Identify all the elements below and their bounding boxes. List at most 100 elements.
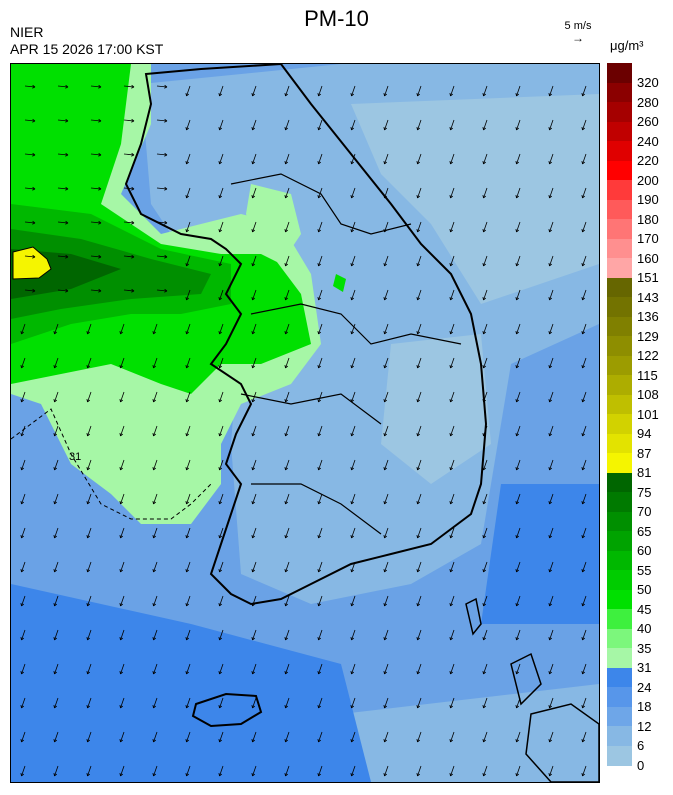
wind-arrow-head <box>152 534 157 539</box>
wind-arrow <box>120 731 125 743</box>
wind-arrow <box>120 595 125 607</box>
wind-arrow-head <box>383 432 388 437</box>
wind-arrow <box>153 629 158 641</box>
legend-swatch <box>607 472 632 493</box>
wind-arrow <box>417 119 422 131</box>
legend-swatch <box>607 160 632 181</box>
wind-arrow <box>21 391 26 403</box>
wind-arrow-head <box>383 92 388 97</box>
wind-arrow-head <box>581 704 586 709</box>
wind-arrow <box>186 459 191 471</box>
wind-arrow-head <box>86 466 91 471</box>
region-pale-blue-northeast <box>351 94 599 304</box>
wind-reference-arrow-icon: → <box>572 31 584 45</box>
wind-arrow-head <box>317 432 322 437</box>
wind-arrow <box>318 765 323 777</box>
wind-arrow <box>483 493 488 505</box>
wind-arrow <box>549 731 554 743</box>
wind-arrow-head <box>284 636 289 641</box>
wind-arrow-head <box>251 432 256 437</box>
wind-arrow-head <box>383 398 388 403</box>
wind-arrow-head <box>218 126 223 131</box>
legend-swatch <box>607 648 632 668</box>
wind-arrow <box>549 629 554 641</box>
wind-arrow-head <box>164 84 168 89</box>
wind-arrow-head <box>98 84 102 89</box>
wind-arrow-head <box>86 738 91 743</box>
wind-arrow <box>582 765 587 777</box>
wind-arrow-head <box>284 126 289 131</box>
wind-arrow <box>516 187 521 199</box>
wind-arrow <box>57 119 69 122</box>
wind-arrow-head <box>32 186 36 191</box>
wind-arrow <box>351 255 356 267</box>
wind-arrow-head <box>482 194 487 199</box>
wind-arrow <box>24 85 36 88</box>
wind-arrow-head <box>482 364 487 369</box>
wind-arrow-head <box>449 92 454 97</box>
legend-label: 50 <box>637 582 652 597</box>
wind-arrow-head <box>284 364 289 369</box>
wind-arrow <box>219 765 224 777</box>
wind-arrow-head <box>20 330 25 335</box>
wind-arrow <box>54 459 59 471</box>
wind-arrow-head <box>98 118 102 123</box>
wind-arrow-head <box>284 296 289 301</box>
wind-arrow-head <box>449 296 454 301</box>
wind-arrow <box>351 153 356 165</box>
legend-label: 87 <box>637 445 652 461</box>
wind-arrow <box>450 119 455 131</box>
wind-arrow <box>483 119 488 131</box>
legend-label: 136 <box>637 309 659 324</box>
wind-arrow <box>318 425 323 437</box>
wind-arrow-head <box>218 262 223 267</box>
wind-arrow <box>582 595 587 607</box>
wind-arrow-head <box>86 330 91 335</box>
legend-label: 260 <box>637 114 659 129</box>
wind-arrow <box>582 663 587 675</box>
legend-swatch <box>607 550 632 571</box>
wind-arrow <box>318 221 323 233</box>
wind-arrow <box>186 595 191 607</box>
wind-arrow-head <box>65 152 69 157</box>
wind-arrow-head <box>119 772 124 777</box>
wind-arrow-head <box>131 84 135 89</box>
wind-arrow <box>153 425 158 437</box>
wind-arrow-head <box>416 160 421 165</box>
wind-arrow <box>318 85 323 97</box>
wind-arrow <box>549 153 554 165</box>
wind-arrow <box>123 119 135 122</box>
wind-arrow-head <box>251 670 256 675</box>
wind-arrow-head <box>251 704 256 709</box>
wind-arrow-head <box>119 738 124 743</box>
wind-arrow-head <box>284 738 289 743</box>
wind-arrow-head <box>317 262 322 267</box>
wind-arrow <box>87 357 92 369</box>
wind-arrow <box>21 357 26 369</box>
wind-arrow <box>87 663 92 675</box>
wind-arrow <box>219 85 224 97</box>
wind-arrow-head <box>251 194 256 199</box>
wind-arrow <box>219 629 224 641</box>
agency-label: NIER <box>10 24 44 40</box>
wind-arrow <box>252 731 257 743</box>
legend-label: 45 <box>637 601 652 617</box>
wind-arrow <box>582 119 587 131</box>
legend-label: 60 <box>637 543 652 558</box>
legend-label: 190 <box>637 192 659 207</box>
wind-arrow-head <box>164 118 168 123</box>
legend-label: 200 <box>637 172 659 188</box>
wind-arrow <box>21 731 26 743</box>
wind-arrow <box>186 561 191 573</box>
wind-arrow-head <box>548 228 553 233</box>
wind-arrow-head <box>548 466 553 471</box>
legend-swatch <box>607 297 632 317</box>
wind-arrow <box>186 221 191 233</box>
wind-arrow <box>120 561 125 573</box>
wind-arrow <box>24 153 36 156</box>
wind-arrow <box>54 527 59 539</box>
wind-arrow-head <box>548 670 553 675</box>
wind-arrow-head <box>53 636 58 641</box>
wind-arrow <box>252 527 257 539</box>
wind-arrow <box>153 663 158 675</box>
